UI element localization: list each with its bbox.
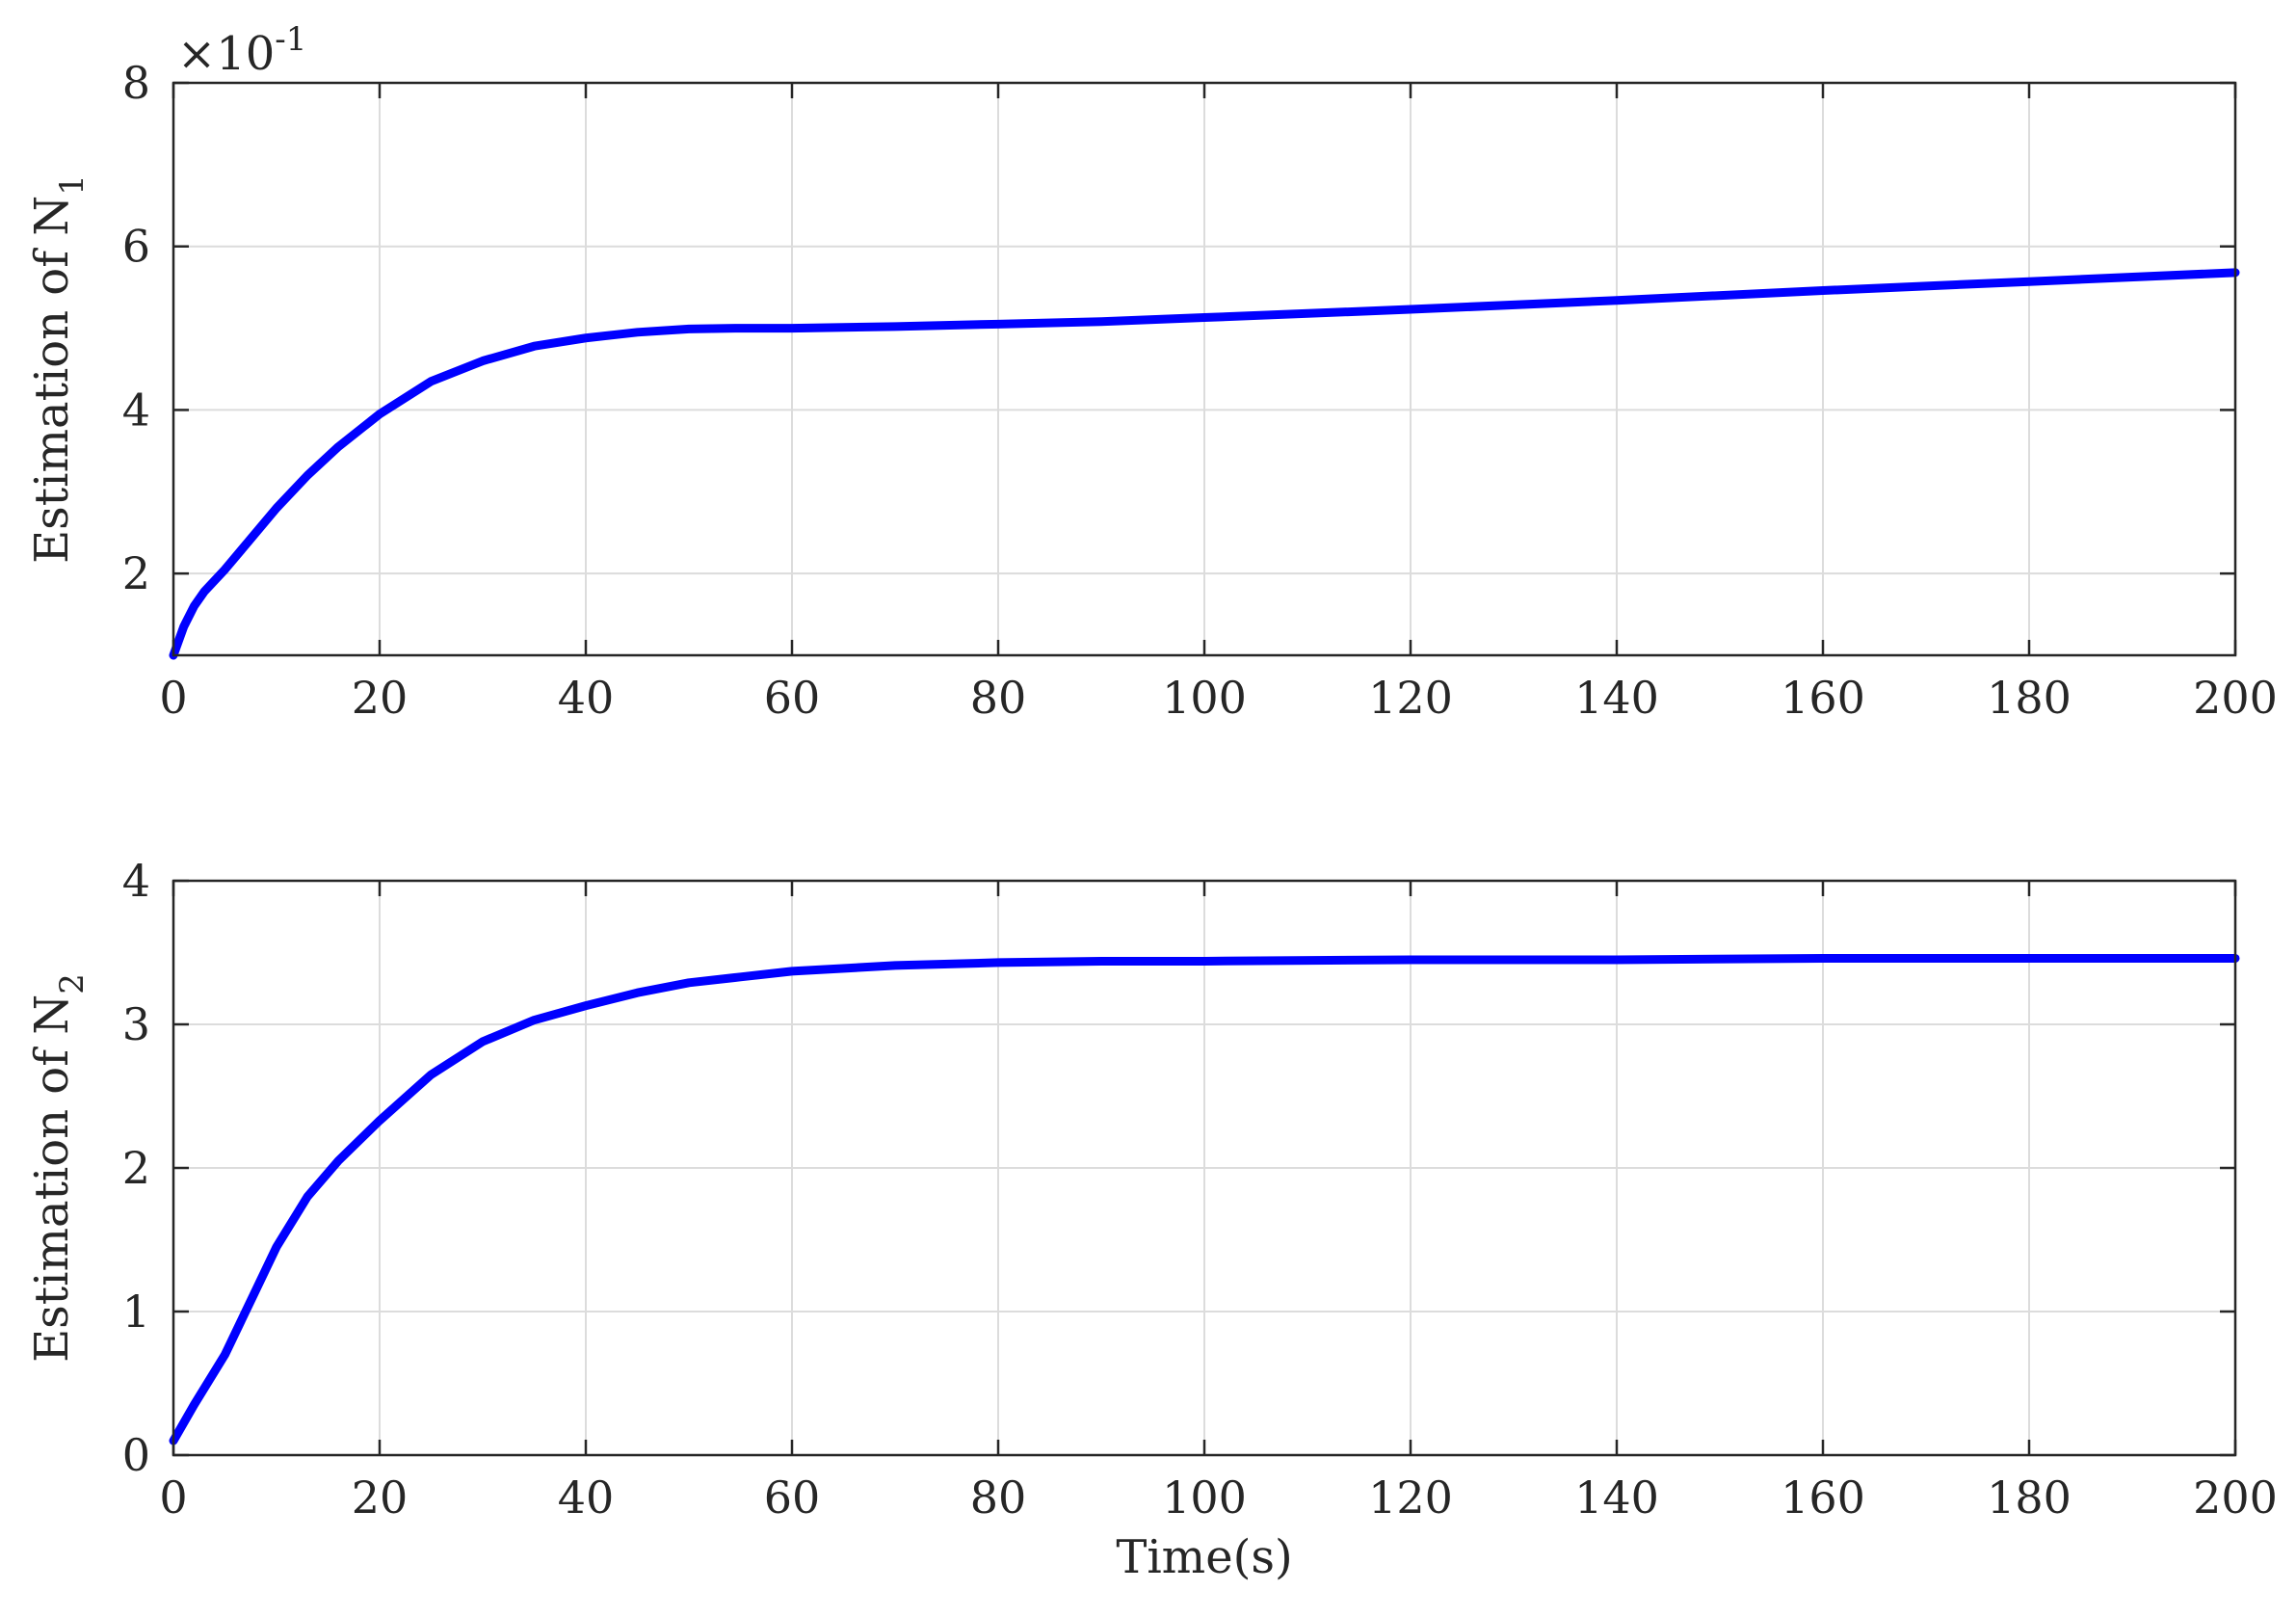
bottom-x-tick-label: 0 [159, 1471, 187, 1524]
top-y-multiplier: ×10-1 [177, 20, 306, 81]
top-y-tick-label: 8 [122, 57, 150, 109]
bottom-x-tick-label: 200 [2193, 1471, 2278, 1524]
bottom-x-axis-label: Time(s) [1116, 1530, 1292, 1584]
top-x-tick-label: 0 [159, 672, 187, 724]
top-x-tick-label: 40 [558, 672, 615, 724]
top-x-tick-label: 60 [764, 672, 821, 724]
top-x-tick-label: 200 [2193, 672, 2278, 724]
top-y-tick-label: 6 [122, 221, 150, 273]
top-x-tick-label: 120 [1368, 672, 1453, 724]
bottom-data-layer [169, 953, 2240, 1445]
top-y-axis-label-main: Estimation of N [25, 196, 79, 564]
top-y-multiplier-base: ×10 [177, 27, 275, 81]
bottom-y-axis-label: Estimation of N2 [25, 973, 92, 1363]
top-series-line [169, 268, 2240, 660]
top-x-tick-label: 180 [1987, 672, 2072, 724]
bottom-x-tick-label: 80 [970, 1471, 1027, 1524]
bottom-y-axis-label-subscript: 2 [53, 973, 92, 994]
bottom-x-tick-label: 140 [1574, 1471, 1659, 1524]
bottom-x-tick-label: 100 [1162, 1471, 1247, 1524]
bottom-x-tick-label: 180 [1987, 1471, 2072, 1524]
bottom-y-tick-label: 1 [122, 1286, 150, 1338]
bottom-y-tick-label: 2 [122, 1142, 150, 1194]
top-x-tick-label: 160 [1781, 672, 1865, 724]
bottom-x-tick-label: 60 [764, 1471, 821, 1524]
top-chart-panel: 0 20 40 60 80 100 120 140 160 180 200 2 4 6 8 ×10-1 Es… [25, 20, 2278, 724]
top-gridlines [173, 83, 2235, 655]
bottom-ticks: 0 20 40 60 80 100 120 140 160 180 200 0 1 2 3 4 [122, 855, 2278, 1524]
top-y-axis-label: Estimation of N1 [25, 174, 92, 564]
top-x-tick-label: 140 [1574, 672, 1659, 724]
top-x-tick-label: 100 [1162, 672, 1247, 724]
bottom-chart-panel: 0 20 40 60 80 100 120 140 160 180 200 0 1 2 3 4 Estimat… [25, 855, 2278, 1584]
bottom-x-tick-label: 120 [1368, 1471, 1453, 1524]
bottom-y-tick-label: 0 [122, 1429, 150, 1481]
bottom-y-axis-label-main: Estimation of N [25, 994, 79, 1363]
top-y-tick-label: 4 [122, 384, 150, 436]
top-x-tick-label: 80 [970, 672, 1027, 724]
bottom-x-tick-label: 160 [1781, 1471, 1865, 1524]
bottom-y-tick-label: 3 [122, 998, 150, 1050]
top-y-tick-label: 2 [122, 547, 150, 599]
top-y-multiplier-exponent: -1 [275, 20, 306, 59]
bottom-gridlines [173, 881, 2235, 1455]
top-ticks: 0 20 40 60 80 100 120 140 160 180 200 2 4 6 8 [122, 57, 2278, 724]
top-data-layer [169, 268, 2240, 660]
top-x-tick-label: 20 [352, 672, 409, 724]
bottom-y-tick-label: 4 [122, 855, 150, 907]
bottom-x-tick-label: 40 [558, 1471, 615, 1524]
bottom-x-tick-label: 20 [352, 1471, 409, 1524]
bottom-series-line [169, 953, 2240, 1445]
top-y-axis-label-subscript: 1 [53, 174, 92, 196]
